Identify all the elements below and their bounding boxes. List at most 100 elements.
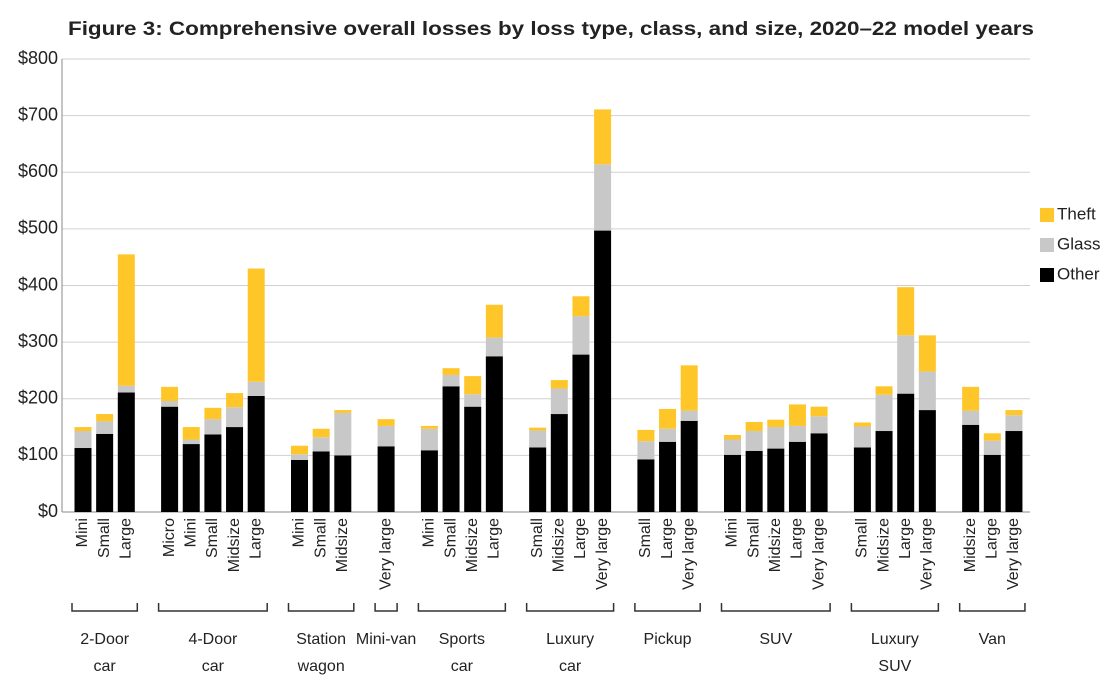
group-label: Luxury SUV — [870, 631, 919, 675]
bar-segment — [918, 335, 936, 372]
group-bracket — [417, 603, 507, 612]
bar-segment — [745, 431, 763, 451]
bar-segment — [897, 287, 915, 336]
bar-segment — [161, 386, 179, 402]
bar-segment — [724, 439, 741, 455]
y-tick-label: $100 — [18, 444, 58, 464]
bar-segment — [724, 454, 741, 512]
bar-segment — [918, 371, 936, 411]
bar-segment — [897, 393, 915, 512]
x-tick-label: Very large — [810, 518, 827, 590]
group-bracket — [958, 603, 1026, 612]
bar-segment — [420, 450, 438, 512]
bar-segment — [204, 419, 222, 435]
bar-segment — [572, 296, 590, 317]
bar-segment — [420, 428, 438, 451]
bar-segment — [962, 410, 980, 425]
bar-segment — [875, 394, 893, 432]
x-tick-label: Large — [118, 518, 135, 559]
group-label: 2-Door car — [80, 631, 130, 675]
bar-segment — [74, 431, 92, 449]
bar-segment — [1005, 431, 1023, 512]
bar-segment — [659, 408, 677, 429]
x-tick-label: Small — [96, 518, 113, 558]
bar-segment — [377, 446, 395, 512]
bar-segment — [161, 401, 179, 407]
bar-segment — [485, 304, 503, 338]
bar-segment — [724, 434, 741, 440]
x-tick-label: Very large — [919, 518, 936, 590]
group-bracket — [374, 603, 398, 612]
x-tick-label: Small — [312, 518, 329, 558]
x-tick-label: Very large — [680, 518, 697, 590]
x-tick-label: Small — [204, 518, 221, 558]
bar-segment — [182, 444, 200, 512]
bar-segment — [312, 428, 330, 438]
x-tick-label: Mini — [74, 518, 91, 547]
x-tick-label: Midsize — [334, 518, 351, 572]
x-tick-label: Mini — [182, 518, 199, 547]
legend-swatch — [1040, 238, 1054, 252]
bar-segment — [810, 406, 828, 417]
bar-segment — [529, 430, 547, 448]
bar-segment — [637, 441, 655, 460]
x-tick-label: Mini — [421, 518, 438, 547]
bar-segment — [96, 421, 114, 434]
bar-segment — [226, 393, 244, 408]
bar-segment — [897, 335, 915, 394]
x-tick-label: Mini — [724, 518, 741, 547]
bar-segment — [680, 410, 698, 421]
bar-segment — [96, 414, 114, 422]
bar-segment — [788, 404, 806, 426]
group-bracket — [525, 603, 615, 612]
bar-segment — [788, 425, 806, 442]
x-tick-label: Small — [529, 518, 546, 558]
bar-segment — [117, 392, 135, 512]
group-label: 4-Door car — [188, 631, 238, 675]
bar-segment — [74, 427, 92, 432]
y-tick-label: $400 — [18, 274, 58, 294]
bar-segment — [983, 454, 1001, 512]
bar-segment — [291, 454, 308, 460]
bar-segment — [810, 433, 828, 512]
legend-label: Glass — [1057, 234, 1100, 253]
bar-segment — [875, 386, 893, 395]
group-label: Luxury car — [546, 631, 595, 675]
x-tick-label: Small — [854, 518, 871, 558]
chart-title: Figure 3: Comprehensive overall losses b… — [68, 19, 1034, 40]
group-bracket — [157, 603, 268, 612]
bar-segment — [464, 406, 482, 512]
bar-segment — [550, 388, 568, 415]
bar-segment — [247, 395, 265, 512]
bar-segment — [117, 254, 135, 386]
group-label: Station wagon — [296, 631, 347, 675]
group-label: Mini-van — [355, 631, 417, 648]
group-label: Sports car — [438, 631, 485, 675]
legend-swatch — [1040, 208, 1054, 222]
bar-segment — [204, 407, 222, 420]
bar-segment — [659, 441, 677, 512]
bar-segment — [745, 421, 763, 432]
bar-segment — [788, 441, 806, 512]
y-tick-label: $700 — [18, 104, 58, 124]
bar-segment — [1005, 415, 1023, 432]
x-tick-label: Small — [637, 518, 654, 558]
bar-segment — [529, 427, 547, 431]
x-tick-label: Midsize — [226, 518, 243, 572]
bar-segment — [291, 445, 308, 455]
x-tick-label: Midsize — [962, 518, 979, 572]
bar-segment — [680, 420, 698, 512]
bar-segment — [377, 419, 395, 426]
bar-segment — [810, 416, 828, 434]
x-tick-label: Mini — [291, 518, 308, 547]
bar-segment — [983, 433, 1001, 441]
bar-segment — [594, 164, 612, 231]
bar-segment — [853, 422, 871, 427]
x-tick-label: Very large — [594, 518, 611, 590]
bar-segment — [312, 451, 330, 512]
y-tick-label: $500 — [18, 218, 58, 238]
bar-segment — [334, 410, 352, 413]
x-tick-label: Midsize — [551, 518, 568, 572]
bar-segment — [485, 337, 503, 357]
